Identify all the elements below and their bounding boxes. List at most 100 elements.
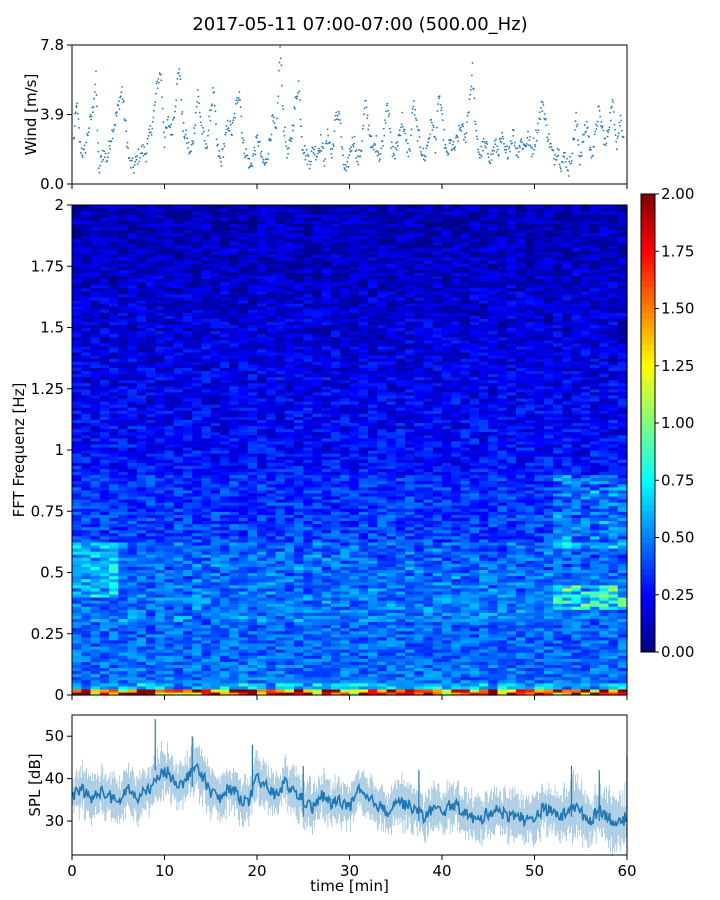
fft-cell [192, 642, 203, 647]
fft-cell [543, 511, 554, 515]
fft-cell [90, 492, 101, 497]
fft-cell [303, 633, 314, 638]
fft-cell [599, 609, 610, 613]
fft-cell [423, 606, 434, 610]
wind-point [377, 151, 380, 154]
fft-cell [72, 554, 82, 558]
fft-cell [303, 597, 314, 601]
fft-cell [497, 499, 508, 503]
fft-cell [173, 572, 184, 577]
fft-cell [312, 633, 323, 638]
fft-cell [294, 502, 304, 506]
fft-cell [553, 600, 563, 604]
fft-cell [192, 554, 203, 558]
fft-cell [497, 624, 508, 629]
fft-cell [136, 670, 147, 675]
fft-cell [173, 633, 184, 638]
fft-cell [571, 688, 582, 693]
fft-cell [201, 606, 212, 610]
fft-cell [469, 575, 480, 580]
wind-point [443, 128, 446, 131]
fft-cell [173, 492, 184, 497]
fft-cell [590, 603, 600, 607]
fft-cell [377, 670, 388, 675]
fft-cell [617, 532, 628, 537]
fft-cell [571, 581, 582, 586]
fft-cell [118, 633, 129, 638]
fft-cell [247, 679, 258, 684]
fft-cell [377, 554, 388, 558]
fft-cell [303, 691, 314, 696]
fft-cell [99, 676, 110, 681]
fft-cell [312, 597, 323, 601]
fft-cell [109, 609, 119, 613]
fft-cell [183, 566, 193, 571]
wind-point [534, 145, 537, 148]
fft-cell [247, 587, 258, 592]
wind-point [312, 152, 315, 154]
fft-cell [229, 688, 240, 693]
fft-cell [99, 492, 110, 497]
fft-cell [81, 486, 92, 491]
wind-point [456, 136, 459, 139]
fft-cell [432, 658, 443, 662]
fft-cell [303, 688, 314, 693]
fft-cell [599, 541, 610, 546]
wind-point [206, 145, 209, 148]
fft-cell [506, 658, 517, 662]
fft-cell [608, 612, 619, 616]
fft-cell [238, 492, 249, 497]
fft-cell [201, 627, 212, 632]
fft-cell [358, 554, 369, 558]
wind-point [209, 119, 212, 122]
fft-cell [294, 676, 304, 681]
fft-cell [136, 655, 147, 659]
fft-cell [423, 649, 434, 653]
fft-cell [479, 492, 489, 497]
fft-cell [81, 529, 92, 534]
fft-cell [395, 578, 406, 583]
fft-cell [118, 612, 129, 616]
fft-cell [534, 563, 545, 567]
fft-cell [460, 563, 471, 567]
fft-cell [275, 593, 286, 598]
fft-cell [358, 606, 369, 610]
fft-cell [118, 685, 129, 690]
fft-cell [210, 566, 221, 571]
fft-cell [247, 517, 258, 522]
fft-cell [442, 520, 452, 525]
wind-point [543, 117, 545, 120]
fft-cell [395, 630, 406, 635]
wind-point [620, 130, 623, 132]
wind-point [94, 83, 97, 86]
fft-cell [506, 691, 517, 696]
wind-point [326, 142, 328, 145]
fft-cell [81, 554, 92, 558]
fft-cell [247, 520, 258, 525]
fft-cell [553, 486, 563, 491]
fft-cell [432, 606, 443, 610]
fft-cell [599, 655, 610, 659]
fft-cell [192, 600, 203, 604]
wind-point [80, 147, 83, 150]
fft-cell [257, 526, 267, 531]
fft-cell [460, 615, 471, 620]
fft-cell [395, 636, 406, 641]
fft-cell [220, 612, 230, 616]
fft-cell [183, 499, 193, 503]
fft-cell [377, 520, 388, 525]
fft-cell [340, 676, 351, 681]
fft-cell [405, 563, 415, 567]
fft-cell [164, 523, 175, 528]
fft-cell [534, 581, 545, 586]
fft-cell [479, 557, 489, 561]
fft-cell [349, 615, 360, 620]
fft-cell [534, 560, 545, 564]
fft-cell [349, 575, 360, 580]
fft-cell [99, 590, 110, 595]
wind-point [615, 148, 618, 151]
fft-cell [414, 661, 425, 665]
fft-cell [72, 636, 82, 641]
fft-cell [72, 529, 82, 534]
fft-cell [562, 560, 573, 564]
